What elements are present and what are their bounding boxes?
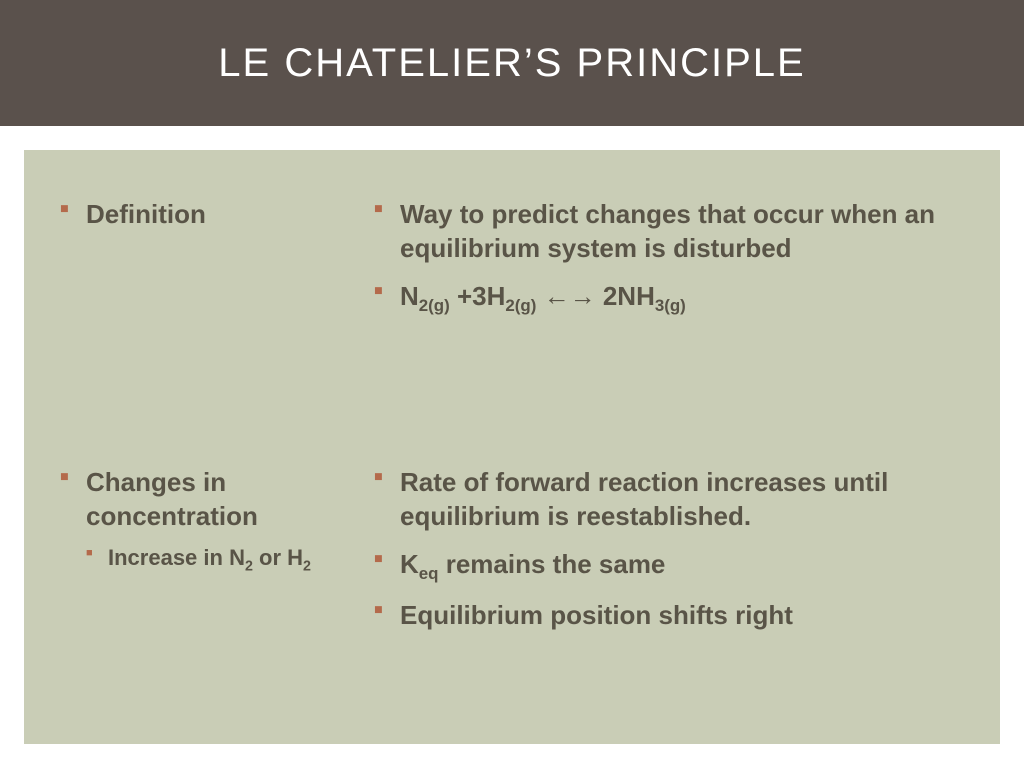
eq-n: N — [400, 281, 419, 311]
content-area: Definition Changes in concentration Incr… — [24, 150, 1000, 744]
eq-arrows: ←→ — [536, 281, 602, 311]
slide: LE CHATELIER’S PRINCIPLE Definition Chan… — [0, 0, 1024, 768]
left-group-definition: Definition — [60, 198, 350, 418]
keq-sub: eq — [419, 564, 439, 583]
eq-h-sub: 2(g) — [505, 296, 536, 315]
sub-text-prefix: Increase in N — [108, 545, 245, 570]
keq-prefix: K — [400, 549, 419, 579]
right-group-concentration: Rate of forward reaction increases until… — [374, 466, 964, 633]
title-bar: LE CHATELIER’S PRINCIPLE — [0, 0, 1024, 126]
left-column: Definition Changes in concentration Incr… — [60, 198, 350, 681]
keq-text: Keq remains the same — [374, 548, 964, 585]
shift-text: Equilibrium position shifts right — [374, 599, 964, 633]
right-group-definition: Way to predict changes that occur when a… — [374, 198, 964, 418]
eq-rhs: 2NH — [603, 281, 655, 311]
definition-text: Way to predict changes that occur when a… — [374, 198, 964, 266]
eq-rhs-sub: 3(g) — [655, 296, 686, 315]
slide-title: LE CHATELIER’S PRINCIPLE — [218, 41, 805, 86]
heading-concentration-text: Changes in concentration — [86, 467, 258, 531]
keq-rest: remains the same — [439, 549, 666, 579]
rate-text: Rate of forward reaction increases until… — [374, 466, 964, 534]
sub-h2: 2 — [303, 558, 311, 574]
eq-n-sub: 2(g) — [419, 296, 450, 315]
right-column: Way to predict changes that occur when a… — [374, 198, 964, 681]
title-gap — [0, 126, 1024, 150]
equation: N2(g) +3H2(g) ←→ 2NH3(g) — [374, 280, 964, 317]
sub-n2: 2 — [245, 558, 253, 574]
heading-concentration: Changes in concentration Increase in N2 … — [60, 466, 350, 576]
sub-text-mid: or H — [253, 545, 303, 570]
heading-definition: Definition — [60, 198, 350, 232]
columns: Definition Changes in concentration Incr… — [60, 198, 964, 681]
eq-plus: +3H — [450, 281, 506, 311]
sub-increase-n2-h2: Increase in N2 or H2 — [86, 544, 350, 576]
left-group-concentration: Changes in concentration Increase in N2 … — [60, 466, 350, 576]
